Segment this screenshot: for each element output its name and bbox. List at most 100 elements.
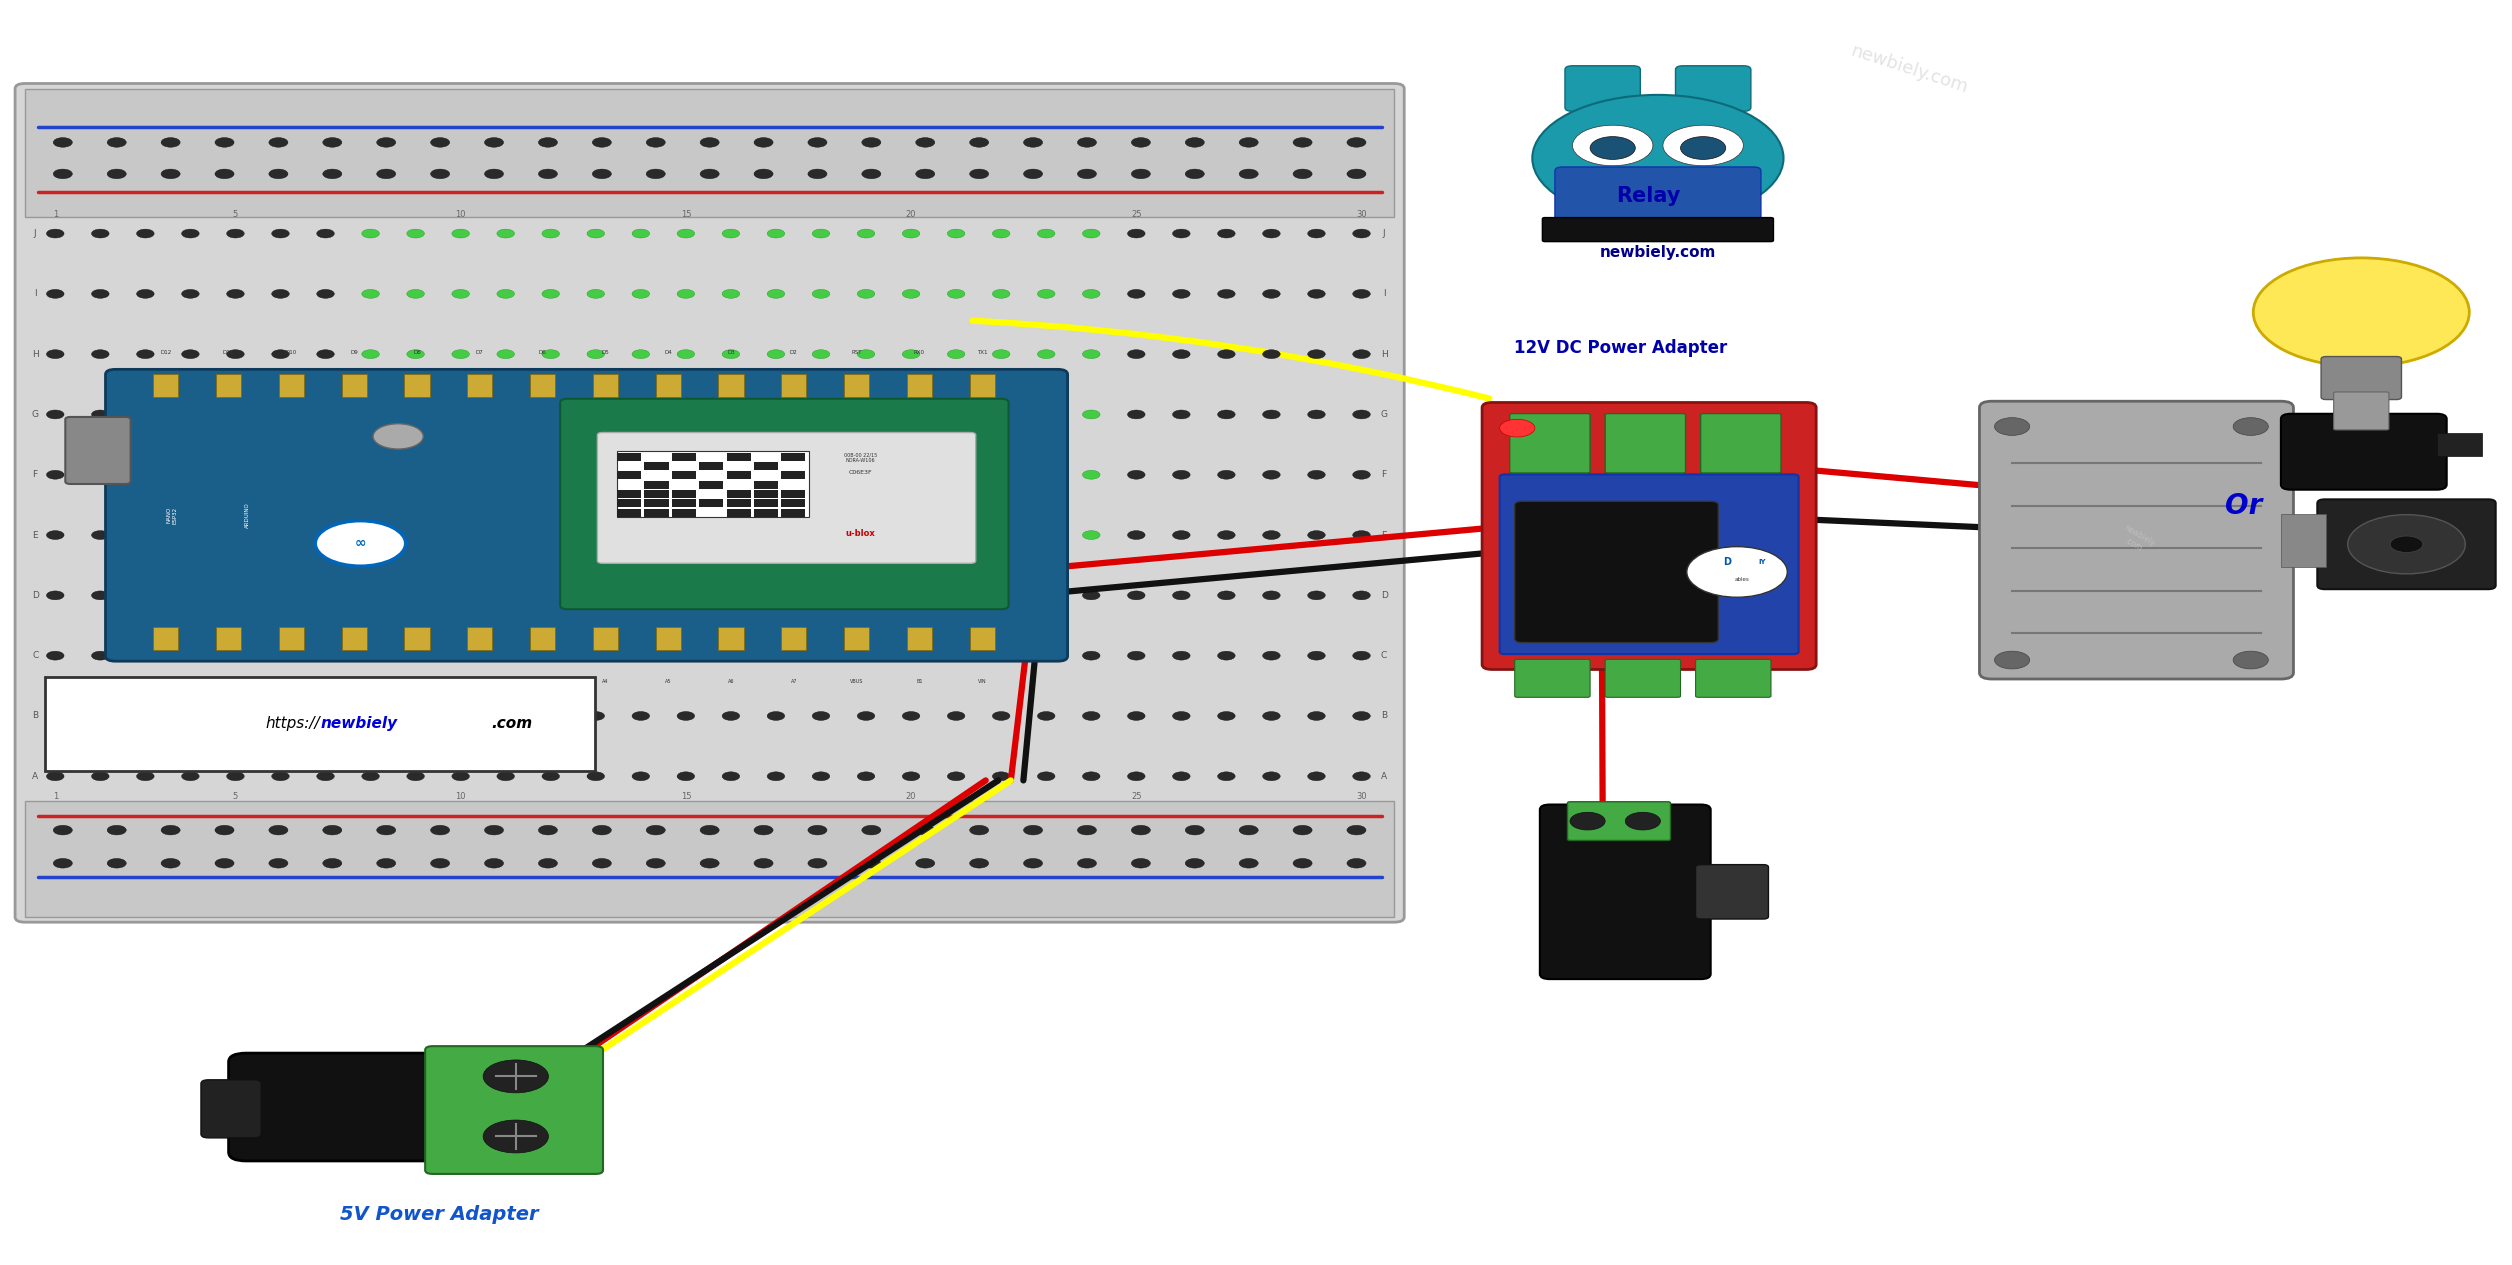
Circle shape — [497, 471, 515, 479]
Circle shape — [947, 349, 965, 358]
Text: 00B-00 22/15
NORA-W106: 00B-00 22/15 NORA-W106 — [844, 453, 877, 463]
Circle shape — [1238, 825, 1259, 835]
Text: 25: 25 — [1130, 792, 1140, 802]
Circle shape — [543, 772, 560, 781]
Circle shape — [1083, 290, 1100, 299]
Circle shape — [407, 772, 425, 781]
Bar — [618, 471, 641, 479]
Circle shape — [646, 859, 666, 868]
Circle shape — [271, 651, 289, 660]
Circle shape — [970, 859, 990, 868]
Circle shape — [811, 530, 829, 539]
Text: 12V DC Power Adapter: 12V DC Power Adapter — [1515, 339, 1726, 357]
FancyBboxPatch shape — [1540, 805, 1711, 979]
Text: C: C — [1382, 651, 1387, 660]
Text: https://: https:// — [266, 716, 322, 731]
Circle shape — [497, 349, 515, 358]
Text: 1: 1 — [53, 792, 58, 802]
Circle shape — [90, 530, 108, 539]
Circle shape — [485, 859, 502, 868]
Circle shape — [1078, 138, 1098, 147]
Circle shape — [593, 825, 610, 835]
Circle shape — [1218, 349, 1236, 358]
Circle shape — [1351, 410, 1372, 419]
Circle shape — [917, 138, 934, 147]
Circle shape — [1078, 825, 1098, 835]
Circle shape — [721, 530, 739, 539]
Circle shape — [485, 170, 502, 178]
Circle shape — [633, 651, 651, 660]
Bar — [646, 500, 668, 507]
Circle shape — [1037, 711, 1055, 720]
Circle shape — [970, 825, 990, 835]
Circle shape — [108, 138, 126, 147]
Circle shape — [271, 471, 289, 479]
Circle shape — [271, 530, 289, 539]
Circle shape — [593, 859, 610, 868]
Circle shape — [633, 711, 651, 720]
Circle shape — [1083, 530, 1100, 539]
FancyBboxPatch shape — [2316, 500, 2494, 589]
Circle shape — [452, 651, 470, 660]
Circle shape — [377, 859, 397, 868]
Bar — [404, 374, 430, 397]
Text: J: J — [33, 229, 38, 238]
Circle shape — [452, 290, 470, 299]
Circle shape — [226, 651, 244, 660]
Circle shape — [452, 711, 470, 720]
Circle shape — [1309, 290, 1326, 299]
Circle shape — [809, 859, 826, 868]
Circle shape — [721, 772, 739, 781]
Text: D11: D11 — [224, 350, 234, 355]
Circle shape — [1264, 229, 1281, 238]
Circle shape — [947, 229, 965, 238]
Circle shape — [271, 711, 289, 720]
Circle shape — [226, 229, 244, 238]
Circle shape — [947, 591, 965, 600]
Circle shape — [1083, 349, 1100, 358]
FancyBboxPatch shape — [1567, 802, 1670, 840]
Circle shape — [766, 711, 784, 720]
Circle shape — [1186, 859, 1203, 868]
Circle shape — [1218, 651, 1236, 660]
Circle shape — [271, 772, 289, 781]
Circle shape — [407, 591, 425, 600]
Circle shape — [181, 651, 198, 660]
Circle shape — [1625, 812, 1660, 830]
Circle shape — [269, 170, 289, 178]
Text: 10: 10 — [455, 792, 465, 802]
Text: 5: 5 — [234, 210, 239, 219]
Circle shape — [1590, 137, 1635, 159]
Circle shape — [181, 711, 198, 720]
Circle shape — [181, 410, 198, 419]
Circle shape — [588, 410, 605, 419]
Circle shape — [181, 290, 198, 299]
Circle shape — [1037, 471, 1055, 479]
Circle shape — [53, 859, 73, 868]
Text: D: D — [1382, 591, 1387, 600]
Circle shape — [1037, 410, 1055, 419]
Circle shape — [857, 530, 874, 539]
Circle shape — [543, 290, 560, 299]
Circle shape — [1128, 711, 1145, 720]
Bar — [646, 509, 668, 517]
Text: H: H — [33, 349, 38, 359]
Text: A5: A5 — [666, 679, 671, 684]
Bar — [530, 627, 555, 650]
Circle shape — [633, 349, 651, 358]
Circle shape — [216, 859, 234, 868]
Circle shape — [1351, 229, 1372, 238]
Circle shape — [136, 591, 153, 600]
Circle shape — [721, 651, 739, 660]
Circle shape — [452, 229, 470, 238]
Circle shape — [271, 290, 289, 299]
Bar — [25, 801, 1394, 917]
Circle shape — [269, 138, 289, 147]
Circle shape — [678, 471, 696, 479]
Circle shape — [1688, 546, 1786, 597]
Circle shape — [766, 471, 784, 479]
Circle shape — [45, 349, 63, 358]
Circle shape — [633, 530, 651, 539]
Circle shape — [317, 410, 334, 419]
Circle shape — [857, 349, 874, 358]
